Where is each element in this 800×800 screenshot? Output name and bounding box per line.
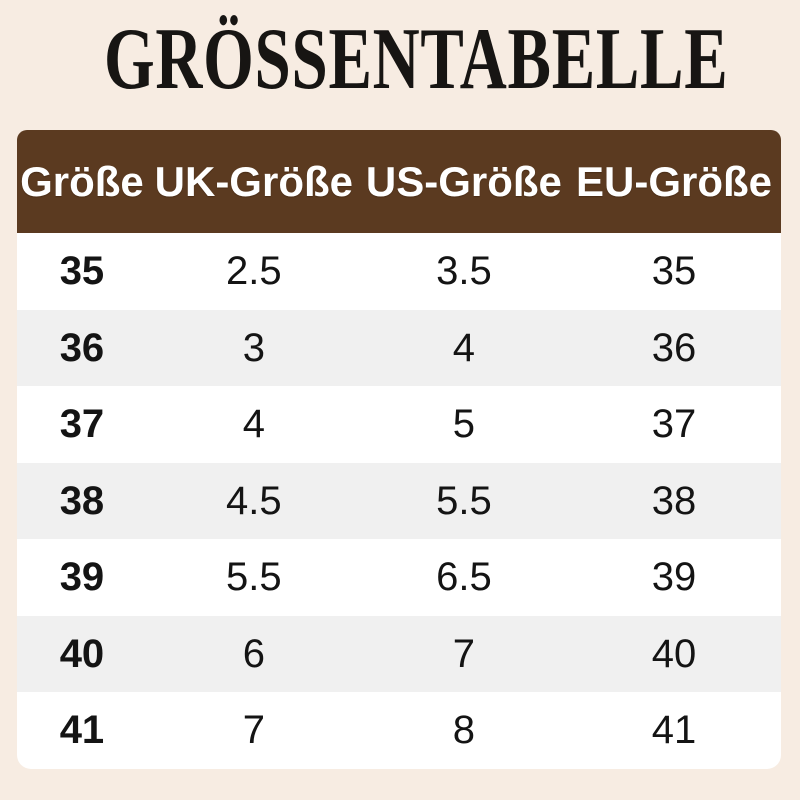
cell-size: 41: [59, 708, 105, 753]
cell-eu: 41: [651, 708, 697, 753]
cell-uk: 6: [242, 631, 265, 676]
cell-size: 36: [59, 325, 105, 370]
cell-size: 40: [59, 631, 105, 676]
table-header-row: Größe UK-Größe US-Größe EU-Größe: [17, 130, 781, 233]
cell-size: 37: [59, 402, 105, 447]
cell-uk: 4: [242, 402, 265, 447]
cell-uk: 4.5: [226, 478, 282, 523]
cell-uk: 3: [242, 325, 265, 370]
cell-us: 3.5: [436, 249, 492, 294]
cell-us: 5: [452, 402, 476, 447]
cell-eu: 38: [651, 478, 697, 523]
table-row: 38 4.5 5.5 38: [17, 462, 781, 539]
cell-us: 8: [452, 708, 476, 753]
table-row: 36 3 4 36: [17, 309, 781, 386]
table-row: 39 5.5 6.5 39: [17, 539, 781, 616]
table-row: 41 7 8 41: [17, 692, 781, 769]
cell-uk: 2.5: [226, 249, 282, 294]
cell-eu: 36: [651, 325, 697, 370]
page-title: GRÖSSENTABELLE: [104, 11, 729, 108]
cell-us: 6.5: [436, 555, 492, 600]
header-cell-uk-groesse: UK-Größe: [154, 157, 353, 205]
header-cell-eu-groesse: EU-Größe: [575, 157, 772, 205]
table-row: 35 2.5 3.5 35: [17, 233, 781, 310]
cell-size: 38: [59, 478, 105, 523]
header-cell-groesse: Größe: [20, 157, 144, 205]
table-row: 37 4 5 37: [17, 386, 781, 463]
header-cell-us-groesse: US-Größe: [365, 157, 562, 205]
cell-eu: 40: [651, 631, 697, 676]
cell-us: 7: [452, 631, 476, 676]
cell-eu: 35: [651, 249, 697, 294]
cell-eu: 37: [651, 402, 697, 447]
cell-us: 4: [452, 325, 476, 370]
size-table: Größe UK-Größe US-Größe EU-Größe 35 2.5 …: [17, 130, 781, 769]
table-row: 40 6 7 40: [17, 615, 781, 692]
cell-size: 35: [59, 249, 105, 294]
cell-uk: 5.5: [226, 555, 282, 600]
cell-us: 5.5: [436, 478, 492, 523]
cell-uk: 7: [242, 708, 265, 753]
cell-eu: 39: [651, 555, 697, 600]
cell-size: 39: [59, 555, 105, 600]
